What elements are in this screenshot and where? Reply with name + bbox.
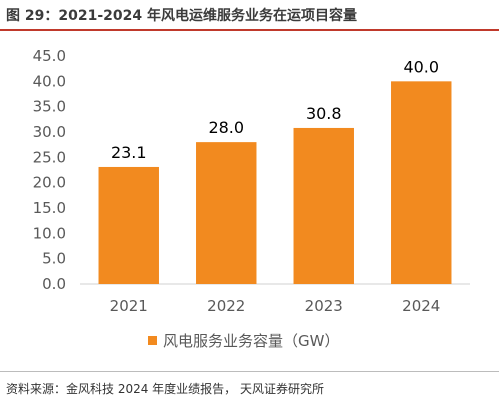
y-tick-label: 0.0 (42, 275, 66, 293)
bar (391, 81, 452, 284)
x-axis-ticks: 2021 2022 2023 2024 (110, 297, 441, 315)
y-tick-label: 15.0 (33, 199, 66, 217)
bar (196, 142, 257, 284)
x-tick-label: 2023 (305, 297, 343, 315)
x-tick-label: 2024 (402, 297, 440, 315)
data-label: 30.8 (306, 104, 342, 123)
y-tick-label: 35.0 (33, 98, 66, 116)
figure-title: 图 29：2021-2024 年风电运维服务业务在运项目容量 (6, 8, 357, 24)
data-label: 28.0 (208, 118, 244, 137)
y-tick-label: 10.0 (33, 224, 66, 242)
data-label: 23.1 (111, 143, 147, 162)
source-note: 资料来源：金风科技 2024 年度业绩报告， 天风证券研究所 (6, 382, 324, 396)
y-axis-ticks: 0.0 5.0 10.0 15.0 20.0 25.0 30.0 35.0 40.0 45.0 (33, 47, 66, 293)
y-tick-label: 25.0 (33, 148, 66, 166)
data-label: 40.0 (403, 57, 439, 76)
title-divider (0, 29, 499, 31)
y-tick-label: 45.0 (33, 47, 66, 65)
y-tick-label: 5.0 (42, 250, 66, 268)
bars-group (98, 81, 452, 285)
legend: 风电服务业务容量（GW） (148, 332, 339, 350)
y-tick-label: 30.0 (33, 123, 66, 141)
legend-label: 风电服务业务容量（GW） (163, 332, 339, 350)
bar (98, 166, 159, 284)
bar (293, 127, 354, 285)
y-tick-label: 20.0 (33, 174, 66, 192)
figure-header: 图 29：2021-2024 年风电运维服务业务在运项目容量 (0, 0, 499, 31)
data-labels-group: 23.1 28.0 30.8 40.0 (111, 57, 439, 162)
x-tick-label: 2021 (110, 297, 148, 315)
x-tick-label: 2022 (207, 297, 245, 315)
bar-chart: 0.0 5.0 10.0 15.0 20.0 25.0 30.0 35.0 40.0 45.0 2… (33, 47, 470, 350)
y-tick-label: 40.0 (33, 72, 66, 90)
source-divider (0, 371, 499, 372)
legend-swatch (148, 336, 157, 345)
